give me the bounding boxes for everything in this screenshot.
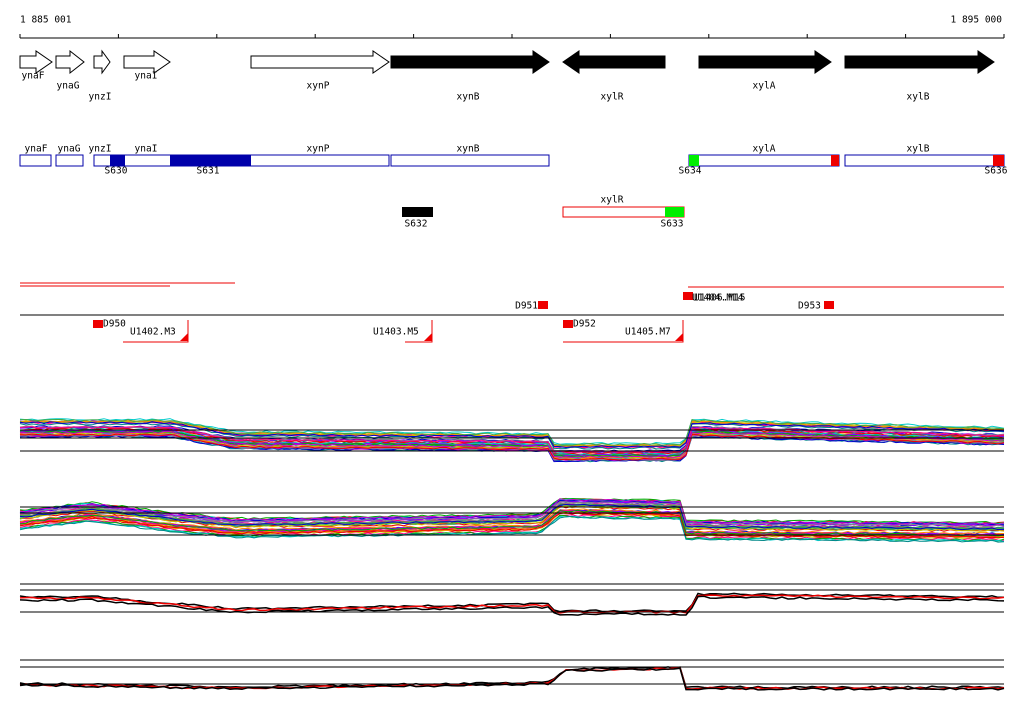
terminator-label: D950	[103, 319, 126, 330]
terminator-flag	[675, 333, 683, 341]
terminator-label: U1405.M7	[625, 327, 671, 338]
terminator-label: D951	[515, 301, 538, 312]
gene-label: xynB	[457, 92, 480, 103]
segment-label: S630	[105, 166, 128, 177]
terminator-mark	[824, 301, 834, 309]
gene-arrow	[390, 50, 550, 74]
segment-label: S636	[985, 166, 1008, 177]
gene-label: xylA	[753, 81, 776, 92]
transcript-label: xylB	[907, 144, 930, 155]
terminator-flag	[180, 333, 188, 341]
terminator-label: U1403.M5	[373, 327, 419, 338]
gene-label: ynzI	[89, 92, 112, 103]
expression-trace	[19, 511, 1005, 539]
gene-arrow	[250, 50, 390, 74]
transcript-label: xynB	[457, 144, 480, 155]
transcript-label: ynzI	[89, 144, 112, 155]
transcript-box	[390, 154, 550, 167]
gene-label: ynaI	[135, 71, 158, 82]
terminator-bracket	[123, 320, 189, 343]
segment-block	[689, 155, 699, 166]
gene-label: xynP	[307, 81, 330, 92]
gene-label: xylB	[907, 92, 930, 103]
expression-trace	[19, 498, 1005, 526]
terminator-label: U1406.M15	[694, 293, 745, 304]
ruler-start: 1 885 001	[20, 15, 72, 26]
segment-block	[170, 155, 251, 166]
expression-trace	[19, 667, 1005, 691]
gene-arrow	[55, 49, 85, 75]
gene-arrow	[844, 50, 995, 74]
ruler-end: 1 895 000	[951, 15, 1003, 26]
transcript-box	[688, 154, 840, 167]
terminator-mark	[563, 320, 573, 328]
transcript-box	[844, 154, 1005, 167]
expression-trace	[19, 515, 1005, 543]
terminator-label: D953	[798, 301, 821, 312]
segment-block	[110, 155, 125, 166]
transcript-box	[19, 154, 52, 167]
gene-label: ynaG	[57, 81, 80, 92]
transcript-label: xynP	[307, 144, 330, 155]
terminator-mark	[683, 292, 693, 300]
gene-arrow	[93, 49, 111, 75]
terminator-label: U1404.M14	[692, 293, 744, 304]
terminator-bracket	[563, 320, 684, 343]
transcript-label: ynaG	[58, 144, 81, 155]
gene-label: xylR	[601, 92, 624, 103]
expression-trace	[19, 430, 1005, 458]
transcript-box	[55, 154, 84, 167]
segment-label: S632	[405, 219, 428, 230]
expression-trace	[19, 594, 1005, 614]
expression-trace	[19, 595, 1005, 616]
segment-block	[831, 155, 839, 166]
expression-trace	[19, 426, 1005, 454]
transcript-label: ynaI	[135, 144, 158, 155]
terminator-mark	[538, 301, 548, 309]
segment-label: S631	[197, 166, 220, 177]
transcript-label: xylR	[601, 195, 624, 206]
expression-trace	[19, 509, 1005, 537]
segment-block	[665, 207, 684, 217]
segment-label: S634	[679, 166, 702, 177]
expression-trace	[19, 592, 1004, 613]
terminator-mark	[93, 320, 103, 328]
expression-trace	[19, 499, 1005, 526]
gene-arrow	[562, 50, 666, 74]
gene-arrow	[123, 50, 171, 74]
terminator-flag	[424, 333, 432, 341]
expression-trace	[19, 421, 1005, 449]
expression-trace	[19, 502, 1005, 529]
terminator-label: D952	[573, 319, 596, 330]
gene-arrow	[698, 50, 832, 74]
expression-trace	[19, 418, 1005, 446]
gene-arrow	[19, 50, 53, 74]
segment-label: S633	[661, 219, 684, 230]
gene-label: ynaF	[22, 71, 45, 82]
terminator-bracket	[405, 320, 433, 343]
expression-trace	[19, 503, 1005, 531]
segment-block	[993, 155, 1004, 166]
expression-trace	[19, 431, 1005, 458]
transcript-label: xylA	[753, 144, 776, 155]
terminator-label: U1402.M3	[130, 327, 176, 338]
segment-block	[402, 207, 433, 217]
expression-trace	[19, 501, 1005, 528]
transcript-label: ynaF	[25, 144, 48, 155]
